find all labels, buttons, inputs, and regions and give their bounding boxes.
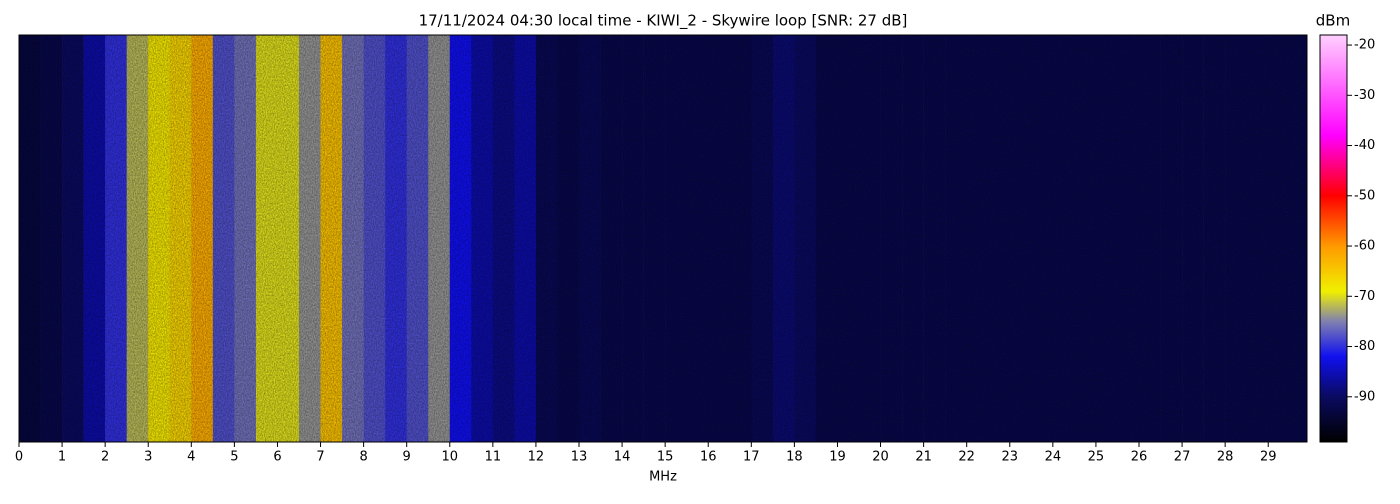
x-tick-label: 4 [187,450,195,465]
x-tick-label: 28 [1217,450,1234,465]
x-tick-label: 23 [1001,450,1018,465]
plot-frame [18,34,1308,443]
x-tick-label: 19 [829,450,846,465]
x-tick-label: 26 [1131,450,1148,465]
x-tick-label: 25 [1088,450,1105,465]
colorbar-tick-label: -20 [1354,38,1375,53]
x-tick-label: 6 [273,450,281,465]
x-tick-label: 14 [614,450,631,465]
x-tick-label: 2 [101,450,109,465]
x-tick-label: 12 [528,450,545,465]
x-tick-label: 22 [958,450,975,465]
x-tick-label: 13 [571,450,588,465]
noise-texture [19,35,1307,442]
x-tick-label: 1 [58,450,66,465]
x-tick-label: 8 [359,450,367,465]
x-tick-label: 10 [441,450,458,465]
colorbar-tick-label: -90 [1354,389,1375,404]
x-tick-label: 15 [657,450,674,465]
colorbar-tick-label: -70 [1354,289,1375,304]
colorbar-tick-label: -80 [1354,339,1375,354]
colorbar-tick-label: -30 [1354,88,1375,103]
x-tick-label: 27 [1174,450,1191,465]
x-tick-label: 3 [144,450,152,465]
colorbar-tick-label: -50 [1354,188,1375,203]
colorbar-label: dBm [1316,12,1350,30]
colorbar-tick-label: -40 [1354,138,1375,153]
x-tick-label: 29 [1260,450,1277,465]
x-tick-label: 5 [230,450,238,465]
x-axis-label: MHz [649,470,677,485]
chart-title: 17/11/2024 04:30 local time - KIWI_2 - S… [419,12,908,31]
x-tick-label: 21 [915,450,932,465]
x-tick-label: 18 [786,450,803,465]
x-tick-label: 7 [316,450,324,465]
colorbar-tick-label: -60 [1354,239,1375,254]
x-tick-label: 24 [1045,450,1062,465]
colorbar [1319,34,1348,443]
x-tick-label: 9 [403,450,411,465]
x-tick-label: 11 [485,450,502,465]
x-tick-label: 20 [872,450,889,465]
x-tick-label: 16 [700,450,717,465]
x-tick-label: 0 [15,450,23,465]
x-tick-label: 17 [743,450,760,465]
